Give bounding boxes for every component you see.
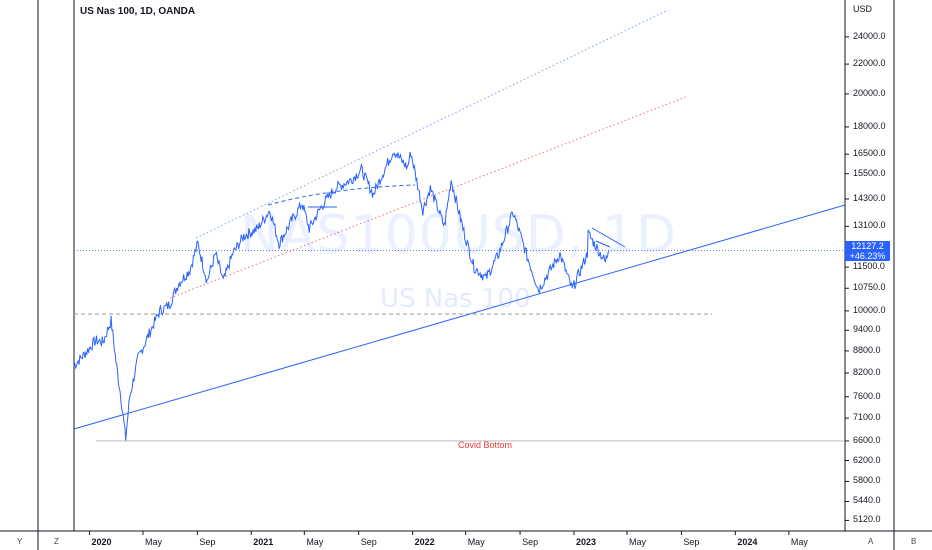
x-tick-label-9: 2023 [576, 537, 597, 547]
y-tick-label-10: 10000.0 [853, 304, 886, 315]
covid-bottom-annotation[interactable]: Covid Bottom [458, 440, 513, 450]
y-tick-label-7: 13100.0 [853, 220, 886, 231]
corner-button-z[interactable]: Z [54, 537, 59, 546]
y-tick-label-14: 7600.0 [853, 390, 881, 401]
name-watermark: US Nas 100 [380, 284, 531, 314]
last-price-value: 12127.2 [851, 241, 884, 251]
y-tick-label-15: 7100.0 [853, 412, 881, 423]
y-tick-label-17: 6200.0 [853, 454, 881, 465]
y-tick-label-0: 24000.0 [853, 30, 886, 41]
y-tick-label-3: 18000.0 [853, 120, 886, 131]
y-tick-label-16: 6600.0 [853, 434, 881, 445]
price-series [73, 152, 609, 441]
y-tick-label-2: 20000.0 [853, 87, 886, 98]
dashed-arc-line[interactable] [267, 184, 416, 206]
wedge-upper-line[interactable] [591, 227, 626, 248]
x-tick-label-13: May [790, 537, 808, 547]
time-axis-ticks [88, 531, 790, 535]
y-tick-label-11: 9400.0 [853, 324, 881, 335]
y-tick-label-4: 16500.0 [853, 148, 886, 159]
y-tick-label-13: 8200.0 [853, 367, 881, 377]
y-tick-label-8: 11500.0 [853, 261, 885, 272]
x-tick-label-8: Sep [522, 537, 539, 547]
upper-channel-line[interactable] [195, 9, 669, 239]
corner-button-a[interactable]: A [868, 537, 874, 546]
x-tick-label-7: May [467, 537, 485, 547]
currency-label: USD [853, 4, 873, 14]
x-tick-label-11: Sep [683, 537, 700, 547]
y-tick-label-19: 5440.0 [853, 495, 881, 506]
x-tick-label-12: 2024 [737, 537, 758, 547]
x-tick-label-2: Sep [199, 537, 216, 547]
y-tick-label-18: 5800.0 [853, 475, 881, 486]
y-tick-label-1: 22000.0 [853, 58, 886, 69]
reference-lines [74, 250, 845, 442]
drawing-tools [73, 9, 846, 430]
chart-title: US Nas 100, 1D, OANDA [80, 6, 196, 17]
x-tick-label-3: 2021 [253, 537, 274, 547]
x-tick-label-10: May [629, 537, 647, 547]
x-tick-label-5: Sep [360, 537, 377, 547]
y-tick-label-6: 14300.0 [853, 192, 886, 203]
last-price-change: +46.23% [849, 251, 886, 261]
y-tick-label-9: 10750.0 [853, 282, 886, 293]
corner-button-b[interactable]: B [911, 537, 917, 546]
y-tick-label-5: 15500.0 [853, 167, 886, 178]
wedge-lower-line[interactable] [595, 240, 611, 248]
series-line-0 [73, 152, 609, 441]
x-tick-label-0: 2020 [91, 537, 112, 547]
last-price-tag: 12127.2 +46.23% [845, 241, 890, 261]
x-tick-label-6: 2022 [414, 537, 435, 547]
y-tick-label-12: 8800.0 [853, 344, 881, 355]
lower-channel-line[interactable] [169, 95, 689, 299]
corner-button-y[interactable]: Y [17, 537, 23, 546]
support-trend-line[interactable] [73, 204, 846, 430]
x-tick-label-1: May [144, 537, 162, 547]
x-tick-label-4: May [306, 537, 324, 547]
y-tick-label-20: 5120.0 [853, 514, 881, 525]
price-axis-ticks [845, 36, 849, 521]
symbol-watermark: NAS100USD, 1D [240, 205, 678, 265]
